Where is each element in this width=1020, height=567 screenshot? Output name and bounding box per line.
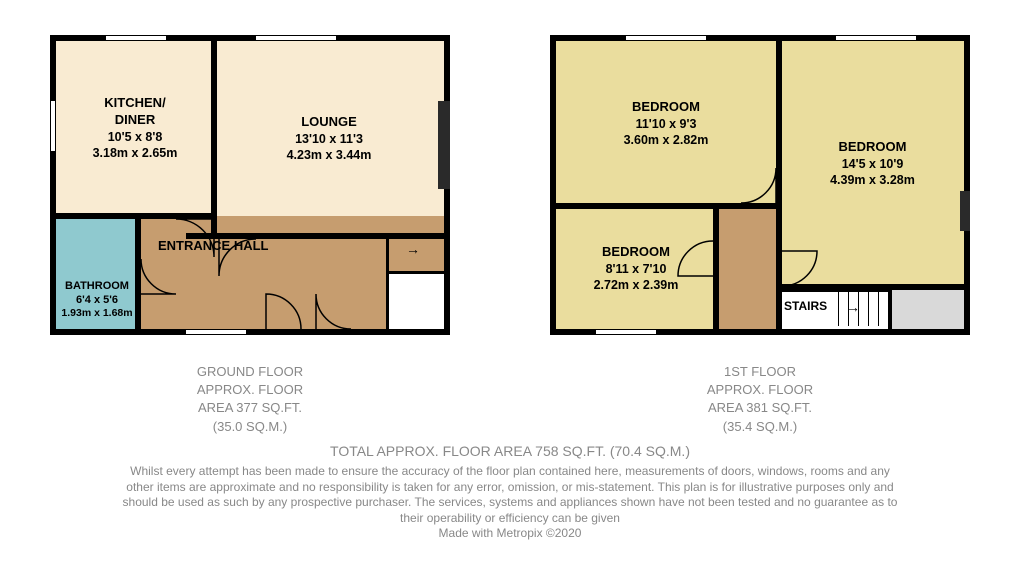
kitchen-met: 3.18m x 2.65m [93,145,178,161]
ground-cap-2: AREA 377 SQ.FT. [197,399,303,417]
disclaimer: Whilst every attempt has been made to en… [120,464,900,526]
room-bed2: BEDROOM 14'5 x 10'9 4.39m x 3.28m [781,41,964,286]
window-g4 [186,329,246,335]
bed2-title: BEDROOM [839,139,907,156]
stair-arrow-icon: → [846,299,860,315]
lounge-met: 4.23m x 3.44m [287,147,372,163]
arrow-icon: → [406,241,420,257]
wall-lh [186,233,444,239]
room-lounge: LOUNGE 13'10 x 11'3 4.23m x 3.44m [214,41,444,236]
first-cap-0: 1ST FLOOR [707,363,813,381]
window-g1 [106,35,166,41]
ground-caption: GROUND FLOOR APPROX. FLOOR AREA 377 SQ.F… [197,363,303,436]
floors-container: KITCHEN/ DINER 10'5 x 8'8 3.18m x 2.65m … [0,0,1020,436]
ground-floor: KITCHEN/ DINER 10'5 x 8'8 3.18m x 2.65m … [50,35,450,436]
ground-cap-0: GROUND FLOOR [197,363,303,381]
lounge-title: LOUNGE [301,114,357,131]
first-cap-1: APPROX. FLOOR [707,381,813,399]
bed3-title: BEDROOM [602,244,670,261]
hall-title: ENTRANCE HALL [158,238,269,255]
bathroom-title: BATHROOM [65,279,129,293]
stairs-label: STAIRS [784,299,827,313]
lounge-feature [438,101,450,189]
footer: TOTAL APPROX. FLOOR AREA 758 SQ.FT. (70.… [0,442,1020,542]
window-f3 [596,329,656,335]
bed3-imp: 8'11 x 7'10 [606,261,667,277]
bed1-met: 3.60m x 2.82m [624,132,709,148]
kitchen-imp: 10'5 x 8'8 [108,129,163,145]
wall-f-v2 [713,206,719,329]
credit: Made with Metropix ©2020 [120,526,900,542]
bed2-met: 4.39m x 3.28m [830,172,915,188]
window-f1 [626,35,706,41]
lounge-imp: 13'10 x 11'3 [295,131,363,147]
first-floor: BEDROOM 11'10 x 9'3 3.60m x 2.82m BEDROO… [550,35,970,436]
wall-bh [135,216,141,329]
grey-box [891,289,964,329]
wall-f-v3 [888,287,892,329]
first-cap-2: AREA 381 SQ.FT. [707,399,813,417]
wall-f-h1 [556,203,781,209]
bed1-title: BEDROOM [632,99,700,116]
window-f2 [836,35,916,41]
room-bathroom: BATHROOM 6'4 x 5'6 1.93m x 1.68m [56,216,138,329]
first-cap-3: (35.4 SQ.M.) [707,418,813,436]
room-bed3: BEDROOM 8'11 x 7'10 2.72m x 2.39m [556,209,716,329]
bathroom-met: 1.93m x 1.68m [61,307,132,321]
room-kitchen: KITCHEN/ DINER 10'5 x 8'8 3.18m x 2.65m [56,41,214,216]
first-caption: 1ST FLOOR APPROX. FLOOR AREA 381 SQ.FT. … [707,363,813,436]
kitchen-title: KITCHEN/ DINER [104,95,165,129]
ground-floor-plan: KITCHEN/ DINER 10'5 x 8'8 3.18m x 2.65m … [50,35,450,335]
hall-box [389,274,444,329]
window-g3 [50,101,56,151]
total-area: TOTAL APPROX. FLOOR AREA 758 SQ.FT. (70.… [120,442,900,460]
landing [716,206,781,329]
bed2-imp: 14'5 x 10'9 [842,156,904,172]
ground-cap-1: APPROX. FLOOR [197,381,303,399]
bed1-imp: 11'10 x 9'3 [636,116,697,132]
bathroom-imp: 6'4 x 5'6 [76,293,118,307]
bed3-met: 2.72m x 2.39m [594,277,679,293]
room-bed1: BEDROOM 11'10 x 9'3 3.60m x 2.82m [556,41,776,206]
bed2-feature [960,191,970,231]
first-floor-plan: BEDROOM 11'10 x 9'3 3.60m x 2.82m BEDROO… [550,35,970,335]
wall-kl [211,41,217,236]
ground-cap-3: (35.0 SQ.M.) [197,418,303,436]
window-g2 [256,35,336,41]
wall-f-h2 [781,284,964,290]
